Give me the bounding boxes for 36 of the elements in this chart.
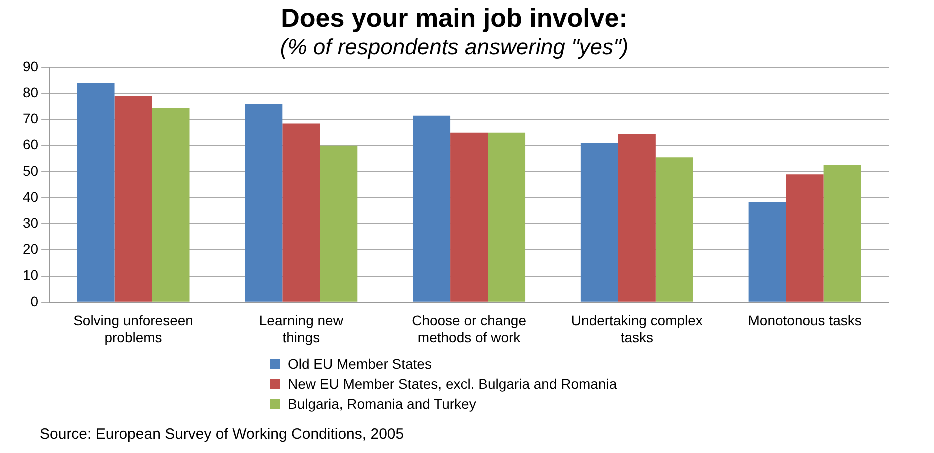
y-tick-label: 70 [22,110,39,127]
chart-title: Does your main job involve: [281,2,628,33]
bar [245,104,283,302]
legend-label: Bulgaria, Romania and Turkey [288,396,476,412]
bar [786,174,824,302]
bar [824,165,862,302]
bar [748,202,786,302]
legend-label: Old EU Member States [288,356,432,372]
y-tick-label: 80 [22,84,39,101]
y-tick-label: 20 [22,241,39,258]
y-tick-label: 30 [22,214,39,231]
y-tick-label: 60 [22,136,39,153]
chart-subtitle: (% of respondents answering "yes") [280,34,629,60]
bar [656,158,694,302]
x-tick-label: Solving unforeseen problems [74,312,194,346]
bar [580,143,618,302]
legend-label: New EU Member States, excl. Bulgaria and Romania [288,376,618,392]
y-tick-label: 90 [22,58,39,74]
bar [152,108,190,302]
x-tick-label: Choose or change methods of work [412,312,527,346]
y-tick-label: 40 [22,188,39,205]
x-tick-label: Learning new things [259,312,344,346]
bar [320,146,358,302]
y-tick-label: 0 [30,293,39,310]
y-tick-label: 10 [22,267,39,284]
bar [488,132,526,302]
bar [282,124,320,302]
bar [618,134,656,302]
bar [77,83,115,302]
bar [450,132,488,302]
x-tick-label: Monotonous tasks [748,312,862,329]
y-tick-label: 50 [22,162,39,179]
bar [114,96,152,302]
source-note: Source: European Survey of Working Conditions, 2005 [40,426,406,443]
bar [413,116,451,302]
x-tick-label: Undertaking complex tasks [571,312,703,346]
